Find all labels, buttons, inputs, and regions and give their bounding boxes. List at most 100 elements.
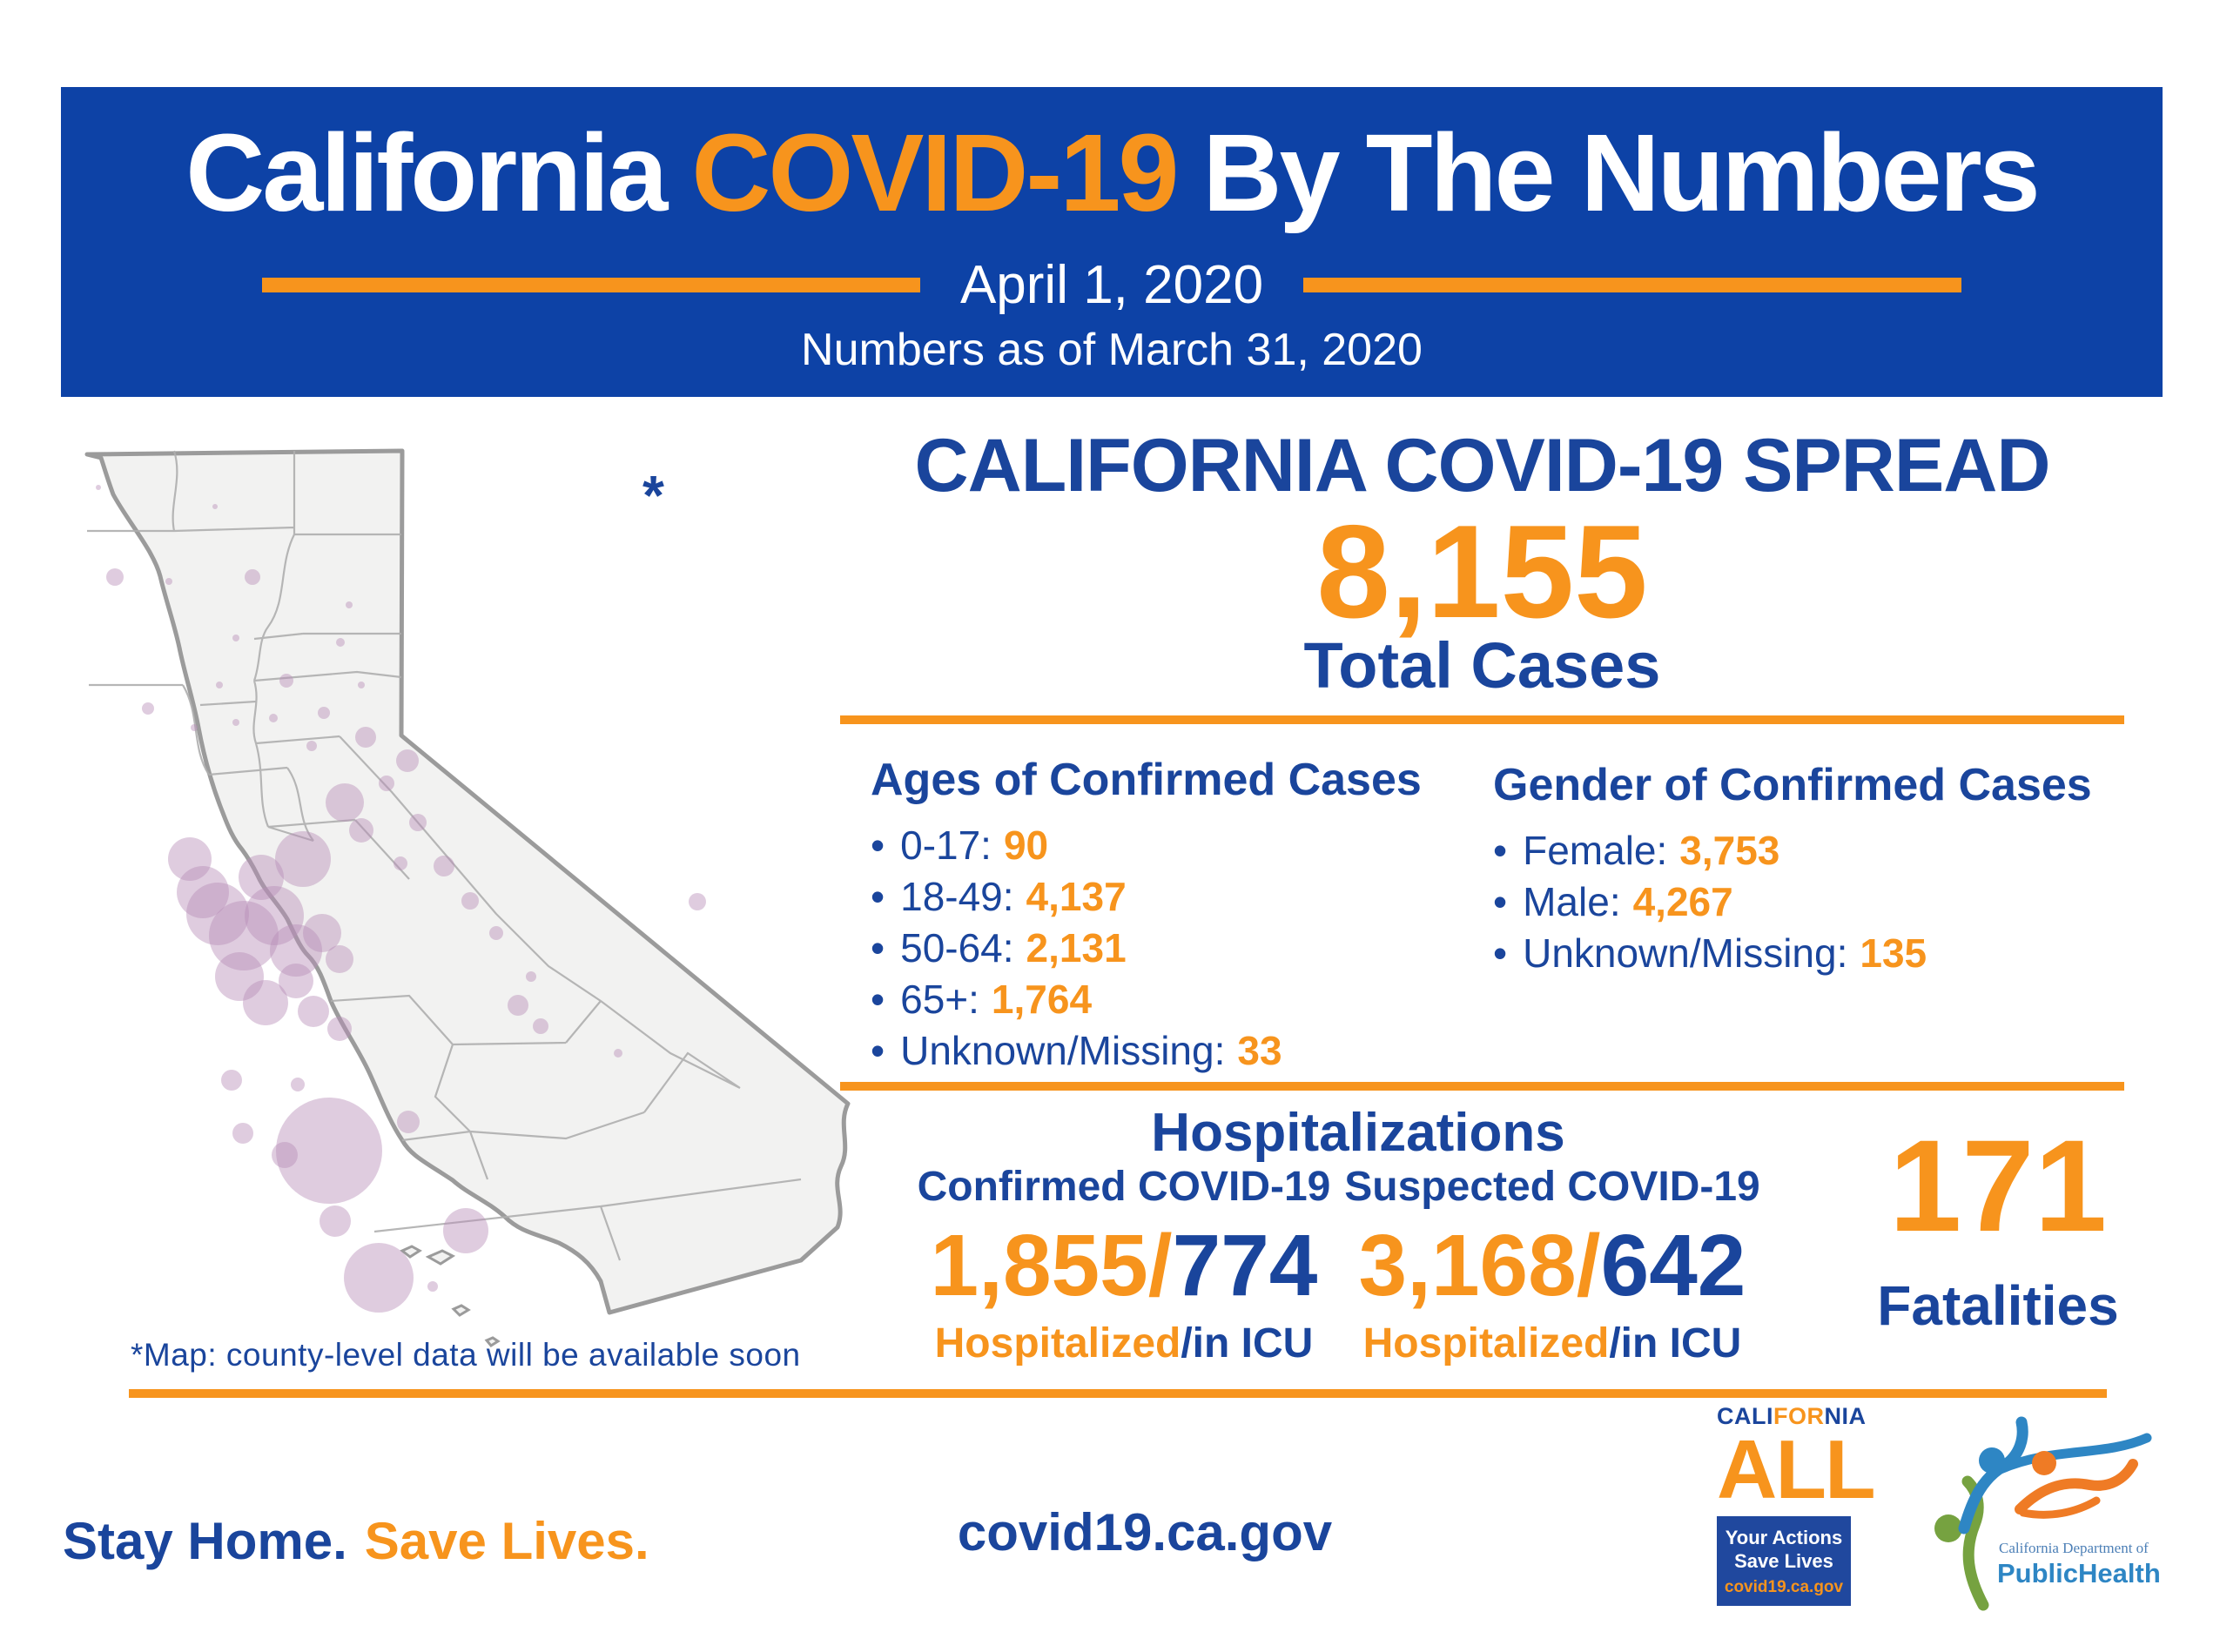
cdph-dept-text: California Department of [1999, 1540, 2149, 1556]
cdph-figures [1934, 1416, 2152, 1611]
gender-group-item: • Female: 3,753 [1493, 828, 1780, 873]
case-bubble [186, 883, 249, 945]
box-line2: Save Lives [1734, 1549, 1833, 1572]
ages-list: • 0-17: 90 • 18-49: 4,137 • 50-64: 2,131 • 65+: 1,7… [871, 820, 1480, 1077]
case-bubble [349, 818, 373, 843]
case-bubble [106, 568, 124, 586]
channel-islands [400, 1245, 501, 1347]
your-actions-save-lives-box: Your Actions Save Lives covid19.ca.gov [1717, 1516, 1851, 1606]
stay-home-message: Stay Home. Save Lives. [63, 1511, 649, 1571]
case-bubble [165, 578, 172, 585]
case-bubble [209, 901, 279, 970]
case-bubble [216, 682, 223, 688]
spread-heading: CALIFORNIA COVID-19 SPREAD [914, 424, 2051, 507]
covid19-url[interactable]: covid19.ca.gov [957, 1503, 1333, 1561]
title-part-california: California [185, 111, 668, 234]
case-bubble [245, 569, 260, 585]
case-bubble [298, 996, 329, 1027]
age-group-item: • Unknown/Missing: 33 [871, 1028, 1282, 1073]
case-bubble [434, 856, 454, 876]
case-bubble [409, 814, 427, 831]
california-all-wordmark: CALIFORNIA [1717, 1403, 1866, 1430]
case-bubble [346, 601, 353, 608]
confirmed-values: 1,855/774 [893, 1216, 1355, 1316]
title-part-numbers: By The Numbers [1202, 111, 2041, 234]
fatalities-label: Fatalities [1877, 1274, 2119, 1337]
page-title: California COVID-19 By The Numbers [61, 110, 2163, 236]
ages-section: Ages of Confirmed Cases • 0-17: 90 • 18-49: 4… [871, 754, 1480, 1077]
divider-rule-middle [840, 1082, 2124, 1091]
orange-figure-arm [2019, 1496, 2101, 1519]
divider-rule-top [840, 715, 2124, 724]
confirmed-sublabel: Hospitalized/in ICU [893, 1320, 1355, 1367]
wordmark-cali: CALI [1717, 1403, 1773, 1429]
case-bubble [344, 1243, 414, 1313]
case-bubble [614, 1049, 622, 1058]
right-accent-bar [1303, 278, 1962, 292]
case-bubble [508, 995, 528, 1016]
case-bubble [279, 964, 313, 998]
age-group-item: • 65+: 1,764 [871, 977, 1093, 1022]
case-bubble [212, 504, 218, 509]
case-bubble [379, 776, 394, 791]
case-bubble [327, 1017, 352, 1041]
save-lives-text: Save Lives. [364, 1512, 649, 1570]
case-bubble [526, 971, 536, 982]
case-bubble [276, 1098, 382, 1204]
case-bubble [275, 831, 331, 887]
suspected-hospitalized-value: 3,168/ [1358, 1217, 1601, 1314]
confirmed-hospitalized-value: 1,855/ [930, 1217, 1173, 1314]
case-bubble [303, 914, 341, 952]
blue-figure-body [1958, 1416, 2028, 1534]
case-bubble [270, 924, 322, 977]
case-bubble [243, 980, 288, 1025]
case-bubble [177, 866, 229, 918]
gender-heading: Gender of Confirmed Cases [1493, 760, 2092, 810]
total-cases-label: Total Cases [1303, 629, 1661, 702]
cdph-logo: California Department of PublicHealth [1922, 1415, 2180, 1615]
case-bubble [272, 1142, 298, 1168]
icu-sublabel: /in ICU [1609, 1320, 1742, 1367]
date-row: April 1, 2020 [61, 254, 2163, 316]
california-all-logo: CALIFORNIA ALL Your Actions Save Lives c… [1717, 1403, 1876, 1606]
hospitalized-sublabel: Hospitalized [934, 1320, 1181, 1367]
blue-figure-head [1979, 1447, 2005, 1474]
box-url[interactable]: covid19.ca.gov [1724, 1577, 1844, 1596]
case-bubble [326, 945, 353, 973]
case-bubble [489, 926, 503, 940]
header-banner: California COVID-19 By The Numbers April 1… [61, 87, 2163, 397]
gender-group-item: • Male: 4,267 [1493, 879, 1733, 924]
suspected-icu-value: 642 [1600, 1217, 1746, 1314]
case-bubble [318, 707, 330, 719]
case-bubble [232, 1123, 253, 1144]
case-bubble [326, 783, 364, 822]
gender-group-item: • Unknown/Missing: 135 [1493, 930, 1927, 976]
age-group-item: • 18-49: 4,137 [871, 874, 1127, 919]
suspected-label: Suspected COVID-19 [1344, 1164, 1760, 1210]
case-bubble [291, 1078, 305, 1091]
gender-list: • Female: 3,753 • Male: 4,267 • Unknown/Missing… [1493, 825, 2129, 979]
case-bubble [427, 1281, 438, 1292]
case-bubble [245, 886, 304, 945]
icu-sublabel: /in ICU [1181, 1320, 1314, 1367]
case-bubble [168, 837, 212, 881]
data-as-of-date: Numbers as of March 31, 2020 [801, 325, 1423, 375]
case-bubble [239, 855, 284, 900]
orange-figure-head [2032, 1451, 2056, 1475]
california-map-svg [84, 448, 851, 1347]
case-bubble [355, 727, 376, 748]
stay-home-text: Stay Home. [63, 1512, 347, 1570]
total-cases-value: 8,155 [1316, 498, 1648, 646]
case-bubble [269, 714, 278, 722]
case-bubble [394, 856, 407, 870]
confirmed-icu-value: 774 [1172, 1217, 1318, 1314]
case-bubble [142, 702, 154, 715]
map-footnote-asterisk: * [642, 464, 664, 527]
case-bubble [306, 741, 317, 751]
case-bubble [279, 674, 293, 688]
case-bubble [443, 1208, 488, 1253]
suspected-sublabel: Hospitalized/in ICU [1322, 1320, 1783, 1367]
california-all-all-text: ALL [1717, 1423, 1876, 1516]
case-bubble [221, 1070, 242, 1091]
